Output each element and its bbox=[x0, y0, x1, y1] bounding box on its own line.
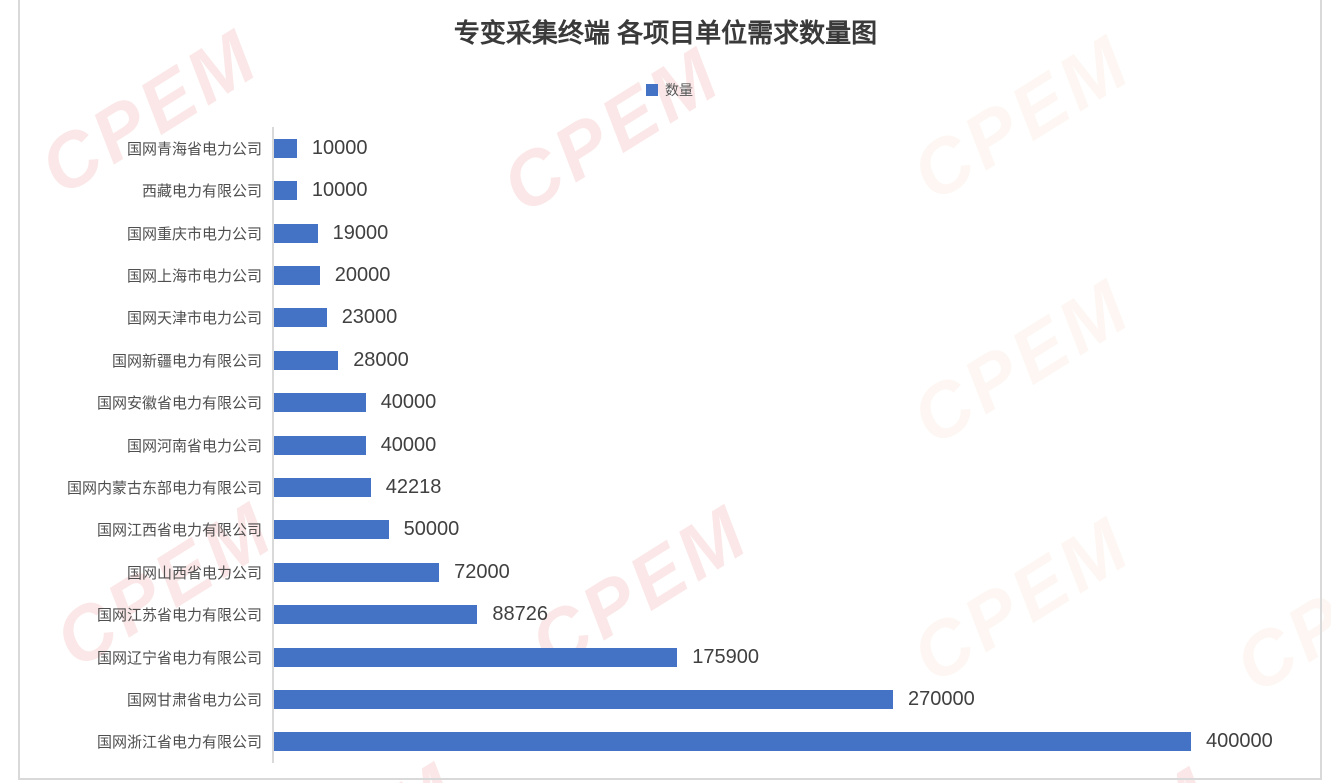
bar-track: 19000 bbox=[272, 222, 1321, 245]
category-label: 国网青海省电力公司 bbox=[126, 140, 262, 158]
data-bar bbox=[274, 350, 339, 370]
category-label: 国网浙江省电力有限公司 bbox=[96, 734, 262, 752]
bar-track: 50000 bbox=[272, 518, 1321, 541]
bar-row: 国网内蒙古东部电力有限公司 42218 bbox=[20, 466, 1321, 508]
bar-track: 400000 bbox=[272, 730, 1321, 753]
value-label: 28000 bbox=[353, 348, 409, 371]
category-label: 国网上海市电力公司 bbox=[126, 267, 262, 285]
plot-area: 国网青海省电力公司 10000 西藏电力有限公司 10000 国网重庆市电力公司 1900… bbox=[20, 127, 1321, 763]
bar-track: 270000 bbox=[272, 688, 1321, 711]
bar-track: 23000 bbox=[272, 306, 1321, 329]
category-label: 国网山西省电力公司 bbox=[126, 564, 262, 582]
bar-track: 40000 bbox=[272, 434, 1321, 457]
value-label: 23000 bbox=[341, 306, 398, 329]
bar-row: 国网新疆电力有限公司 28000 bbox=[20, 339, 1321, 381]
bar-row: 国网辽宁省电力有限公司 175900 bbox=[20, 636, 1321, 678]
data-bar bbox=[274, 647, 678, 667]
bar-row: 国网安徽省电力有限公司 40000 bbox=[20, 381, 1321, 423]
category-label: 国网辽宁省电力有限公司 bbox=[96, 649, 262, 667]
bar-row: 西藏电力有限公司 10000 bbox=[20, 169, 1321, 211]
value-label: 10000 bbox=[311, 179, 368, 202]
value-label: 20000 bbox=[334, 263, 391, 286]
bar-row: 国网上海市电力公司 20000 bbox=[20, 254, 1321, 296]
bar-track: 175900 bbox=[272, 646, 1321, 669]
data-bar bbox=[274, 605, 478, 625]
data-bar bbox=[274, 689, 893, 709]
data-bar bbox=[274, 181, 297, 201]
value-label: 72000 bbox=[454, 560, 510, 583]
data-bar bbox=[274, 308, 327, 328]
value-label: 88726 bbox=[492, 603, 549, 626]
bar-track: 10000 bbox=[272, 179, 1321, 202]
chart-title: 专变采集终端 各项目单位需求数量图 bbox=[453, 18, 878, 48]
bar-track: 28000 bbox=[272, 349, 1321, 372]
legend-label: 数量 bbox=[665, 82, 693, 98]
value-label: 400000 bbox=[1206, 730, 1273, 753]
category-label: 国网重庆市电力公司 bbox=[126, 225, 262, 243]
legend: 数量 bbox=[0, 80, 1331, 100]
bar-row: 国网江西省电力有限公司 50000 bbox=[20, 509, 1321, 551]
bar-track: 10000 bbox=[272, 137, 1321, 160]
category-label: 国网新疆电力有限公司 bbox=[111, 352, 262, 370]
y-axis-line bbox=[272, 127, 274, 763]
data-bar bbox=[274, 477, 371, 497]
value-label: 270000 bbox=[908, 687, 975, 710]
data-bar bbox=[274, 732, 1191, 752]
data-bar bbox=[274, 265, 320, 285]
data-bar bbox=[274, 435, 366, 455]
value-label: 50000 bbox=[403, 518, 460, 541]
data-bar bbox=[274, 223, 318, 243]
value-label: 42218 bbox=[385, 475, 442, 498]
bar-row: 国网重庆市电力公司 19000 bbox=[20, 212, 1321, 254]
category-label: 国网安徽省电力有限公司 bbox=[96, 395, 262, 413]
bar-row: 国网甘肃省电力公司 270000 bbox=[20, 678, 1321, 720]
category-label: 西藏电力有限公司 bbox=[141, 183, 262, 201]
bar-row: 国网江苏省电力有限公司 88726 bbox=[20, 593, 1321, 635]
legend-swatch-icon bbox=[646, 84, 658, 96]
bar-track: 20000 bbox=[272, 264, 1321, 287]
value-label: 19000 bbox=[332, 221, 389, 244]
bar-row: 国网天津市电力公司 23000 bbox=[20, 297, 1321, 339]
data-bar bbox=[274, 562, 440, 582]
bar-track: 40000 bbox=[272, 391, 1321, 414]
category-label: 国网天津市电力公司 bbox=[126, 310, 262, 328]
category-label: 国网甘肃省电力公司 bbox=[126, 691, 262, 709]
value-label: 175900 bbox=[692, 645, 760, 668]
value-label: 40000 bbox=[380, 433, 437, 456]
category-label: 国网河南省电力公司 bbox=[126, 437, 262, 455]
data-bar bbox=[274, 138, 297, 158]
data-bar bbox=[274, 520, 389, 540]
category-label: 国网内蒙古东部电力有限公司 bbox=[66, 479, 262, 497]
value-label: 10000 bbox=[311, 136, 368, 159]
category-label: 国网江苏省电力有限公司 bbox=[96, 607, 262, 625]
data-bar bbox=[274, 393, 366, 413]
category-label: 国网江西省电力有限公司 bbox=[96, 522, 262, 540]
bar-row: 国网青海省电力公司 10000 bbox=[20, 127, 1321, 169]
bar-track: 42218 bbox=[272, 476, 1321, 499]
bar-track: 72000 bbox=[272, 561, 1321, 584]
bar-row: 国网浙江省电力有限公司 400000 bbox=[20, 721, 1321, 763]
value-label: 40000 bbox=[380, 391, 437, 414]
bar-row: 国网河南省电力公司 40000 bbox=[20, 424, 1321, 466]
bar-track: 88726 bbox=[272, 603, 1321, 626]
bar-row: 国网山西省电力公司 72000 bbox=[20, 551, 1321, 593]
